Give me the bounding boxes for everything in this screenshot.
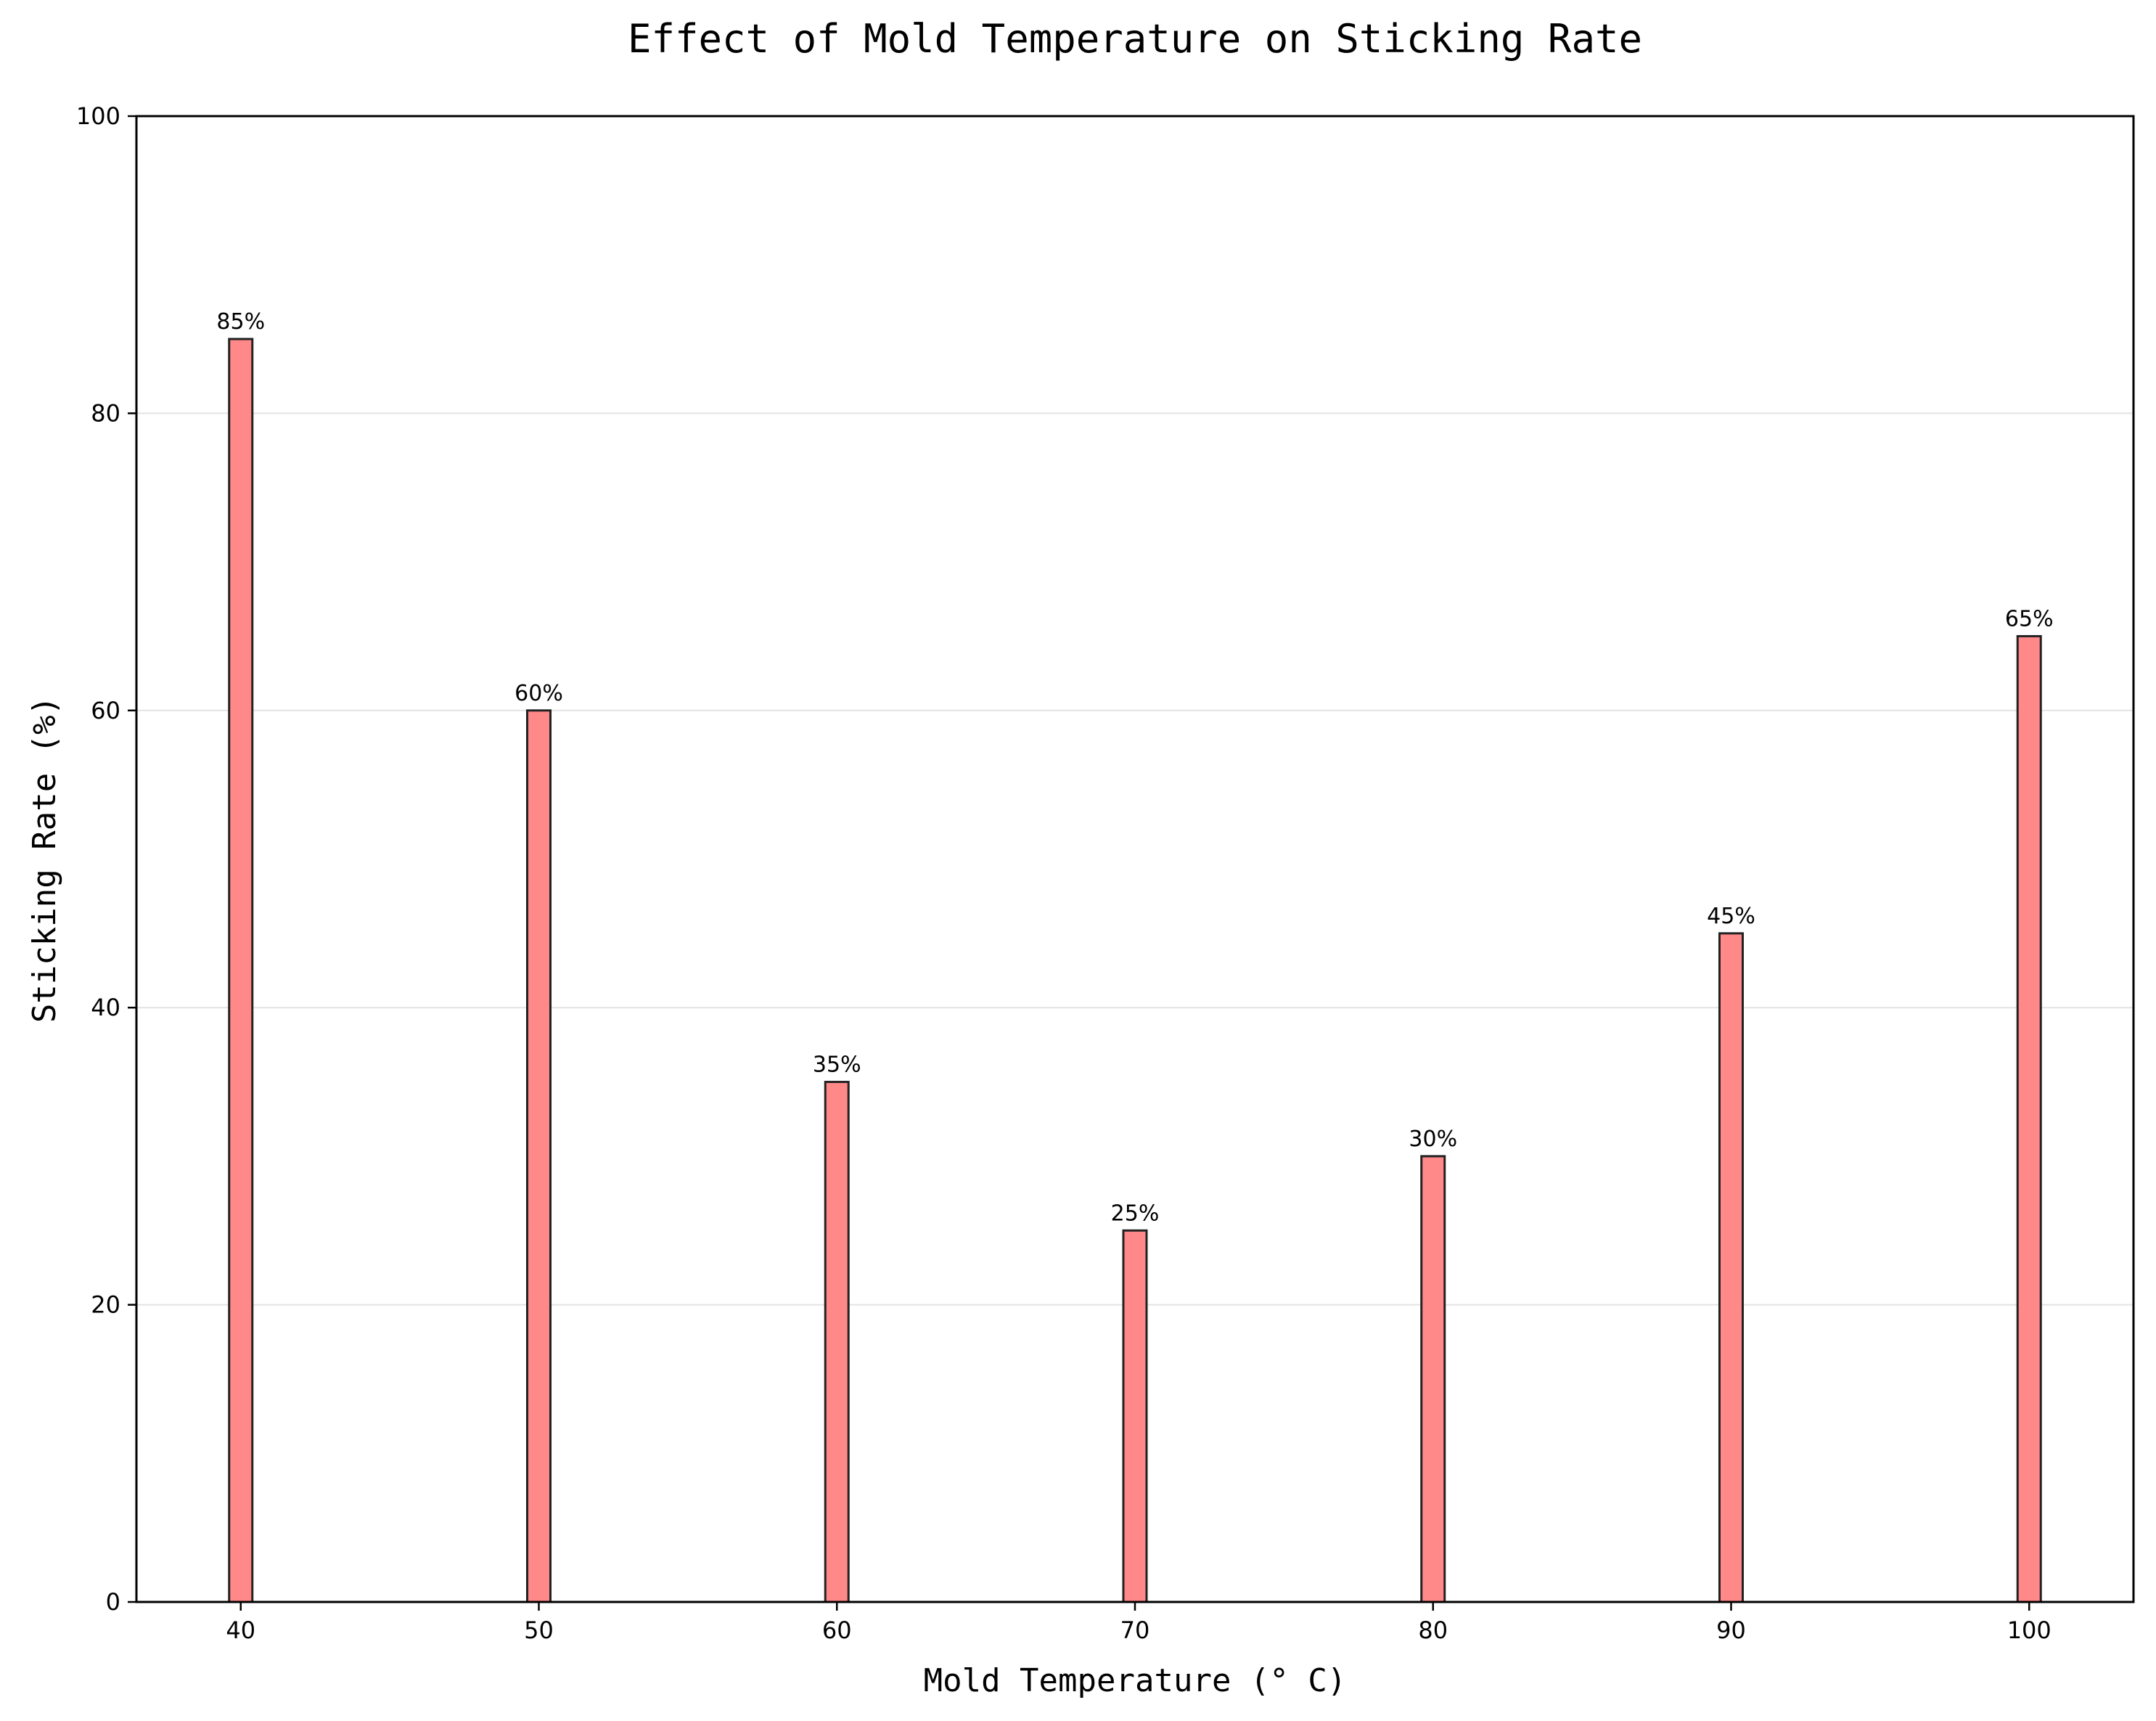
data-label-100: 65% <box>2005 606 2054 631</box>
bar-80 <box>1420 1155 1446 1603</box>
data-label-60: 35% <box>813 1052 861 1078</box>
data-label-90: 45% <box>1707 904 1755 929</box>
bar-60 <box>824 1081 850 1603</box>
bar-40 <box>228 338 254 1603</box>
data-label-80: 30% <box>1409 1127 1457 1152</box>
y-tick-label-40: 40 <box>91 994 120 1021</box>
data-label-70: 25% <box>1111 1201 1160 1226</box>
y-tick-label-100: 100 <box>76 102 120 130</box>
x-axis-ticks: 40 50 60 70 80 90 100 <box>226 1602 2052 1644</box>
y-axis-label: Sticking Rate (%) <box>26 696 63 1023</box>
x-axis-label: Mold Temperature (° C) <box>924 1662 1347 1699</box>
x-tick-label-40: 40 <box>226 1616 255 1644</box>
data-label-40: 85% <box>216 309 265 335</box>
data-labels: 85% 60% 35% 25% 30% 45% 65% <box>216 309 2053 1226</box>
x-tick-label-50: 50 <box>524 1616 554 1644</box>
y-tick-label-0: 0 <box>106 1588 120 1616</box>
data-label-50: 60% <box>515 681 563 706</box>
x-tick-label-80: 80 <box>1418 1616 1448 1644</box>
x-tick-label-90: 90 <box>1716 1616 1746 1644</box>
x-tick-label-70: 70 <box>1120 1616 1150 1644</box>
x-tick-label-60: 60 <box>822 1616 852 1644</box>
bar-50 <box>526 709 552 1603</box>
y-axis-ticks: 0 20 40 60 80 100 <box>76 102 136 1616</box>
bar-100 <box>2016 634 2042 1603</box>
bar-90 <box>1718 932 1744 1603</box>
x-tick-label-100: 100 <box>2007 1616 2052 1644</box>
y-tick-label-20: 20 <box>91 1291 120 1319</box>
y-tick-label-80: 80 <box>91 399 120 427</box>
bar-70 <box>1122 1229 1148 1603</box>
y-tick-label-60: 60 <box>91 697 120 724</box>
chart-title: Effect of Mold Temperature on Sticking R… <box>628 16 1642 62</box>
